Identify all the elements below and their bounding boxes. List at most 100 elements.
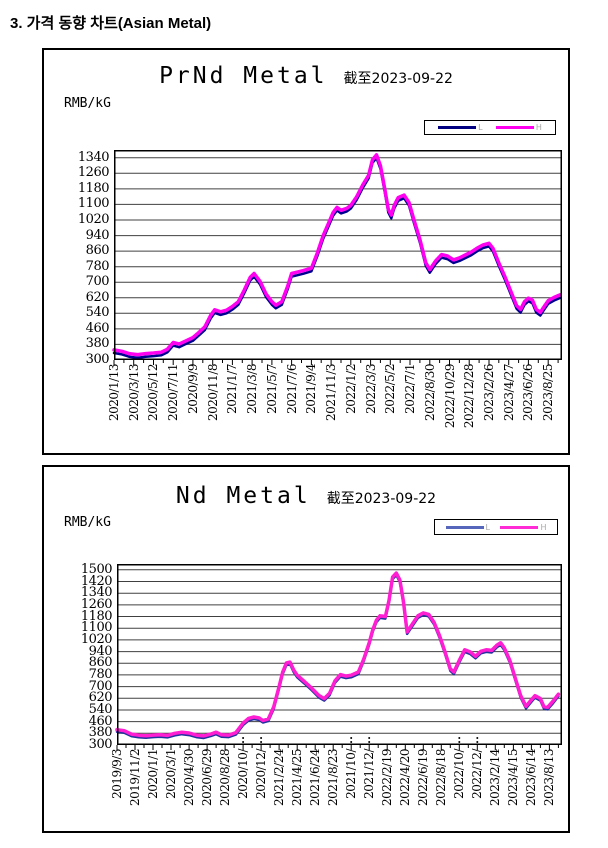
y-axis-tick-label: 300 — [85, 352, 110, 367]
x-axis-tick-label: 2020/6/29 — [200, 749, 215, 807]
y-axis-tick-label: 620 — [85, 289, 110, 305]
x-axis-tick-label: 2022/8/30 — [422, 364, 437, 422]
x-axis-tick-label: 2022/1/2 — [343, 364, 358, 414]
x-axis-tick-label: 2021/4/25 — [290, 749, 305, 807]
x-axis-tick-label: 2022/12/ — [470, 749, 485, 799]
plot-svg — [112, 150, 562, 365]
y-axis-tick-label: 1340 — [77, 149, 110, 165]
legend-label-l: L — [478, 123, 483, 132]
series-l-line — [115, 573, 560, 740]
x-axis-tick-label: 2020/9/9 — [185, 364, 200, 414]
legend-entry-l: L — [438, 123, 483, 132]
legend-entry-l: L — [445, 522, 490, 532]
y-axis-tick-label: 1100 — [77, 196, 110, 212]
x-axis-tick-label: 2020/5/12 — [146, 364, 161, 422]
chart-asof-label: 截至2023-09-22 — [326, 491, 437, 507]
y-axis-unit-label: RMB/kG — [64, 96, 111, 111]
x-axis-tick-label: 2020/7/11 — [166, 364, 181, 422]
x-axis-tick-label: 2021/7/6 — [284, 364, 299, 414]
y-axis-tick-label: 1180 — [77, 180, 110, 196]
series-h-line — [115, 571, 561, 738]
y-axis-tick-label: 780 — [85, 258, 110, 274]
x-axis-tick-label: 2022/5/2 — [383, 364, 398, 414]
chart-title: Nd Metal — [175, 483, 311, 509]
x-axis-tick-label: 2022/3/3 — [363, 364, 378, 414]
x-axis-tick-label: 2019/11/2 — [128, 749, 143, 807]
y-axis-tick-label: 780 — [88, 666, 113, 682]
chart-header: Nd Metal 截至2023-09-22 — [44, 483, 568, 509]
x-axis-tick-label: 2023/8/13 — [542, 749, 557, 807]
chart-header: PrNd Metal 截至2023-09-22 — [44, 63, 568, 89]
series-h-line — [112, 153, 562, 357]
y-axis-tick-label: 1180 — [80, 608, 113, 624]
legend-entry-h: H — [500, 523, 546, 532]
x-axis-tick-label: 2022/12/28 — [462, 364, 477, 429]
x-axis-tick-label: 2020/4/30 — [182, 749, 197, 807]
x-axis-tick-label: 2022/4/20 — [398, 749, 413, 807]
y-axis-tick-label: 460 — [85, 320, 110, 336]
y-axis-tick-label: 1020 — [80, 631, 113, 647]
x-axis-tick-label: 2021/3/8 — [245, 364, 260, 414]
x-axis-tick-label: 2022/10/29 — [442, 364, 457, 429]
x-axis-tick-label: 2019/9/3 — [110, 749, 124, 799]
plot-frame — [117, 564, 562, 745]
x-axis-tick-label: 2021/2/24 — [272, 749, 287, 807]
y-axis-tick-label: 380 — [85, 336, 110, 352]
y-axis-tick-label: 940 — [85, 227, 110, 243]
legend-entry-h: H — [495, 123, 542, 132]
page-title: 3. 가격 동향 차트(Asian Metal) — [10, 15, 212, 32]
chart-title: PrNd Metal — [159, 63, 328, 89]
x-axis-tick-label: 2023/6/14 — [524, 749, 539, 807]
x-axis-tick-label: 2021/5/7 — [264, 364, 279, 414]
x-axis-tick-label: 2022/6/19 — [416, 749, 431, 807]
legend-label-h: H — [540, 522, 547, 532]
x-axis-tick-label: 2020/8/28 — [218, 749, 233, 807]
x-axis-tick-label: 2020/3/13 — [126, 364, 141, 422]
x-axis-tick-label: 2023/4/15 — [506, 749, 521, 807]
x-axis-tick-label: 2020/1/13 — [107, 364, 121, 422]
y-axis-tick-label: 380 — [88, 725, 113, 741]
y-axis-tick-label: 700 — [85, 274, 110, 290]
x-axis-tick-label: 2022/10/ — [452, 749, 467, 799]
legend-label-l: L — [485, 522, 490, 532]
plot-frame — [114, 150, 562, 360]
y-axis-tick-label: 1260 — [80, 596, 113, 612]
y-axis-tick-label: 860 — [88, 655, 113, 671]
y-axis-tick-label: 860 — [85, 243, 110, 259]
legend-label-h: H — [535, 123, 542, 132]
x-axis-tick-label: 2020/1/1 — [146, 749, 161, 799]
x-axis-tick-label: 2021/12/ — [362, 749, 377, 799]
legend-line-l — [445, 525, 484, 529]
x-axis-tick-label: 2020/10/ — [236, 749, 251, 799]
y-axis-tick-label: 700 — [88, 678, 113, 694]
y-axis-tick-label: 1420 — [80, 573, 113, 589]
x-axis-tick-label: 2023/8/25 — [541, 364, 556, 422]
y-axis-tick-label: 540 — [88, 701, 113, 717]
y-axis-tick-label: 300 — [88, 737, 113, 752]
x-axis-tick-label: 2022/2/19 — [380, 749, 395, 807]
x-axis-tick-label: 2021/1/7 — [225, 364, 240, 414]
y-axis-tick-label: 1500 — [80, 561, 113, 577]
plot-area — [112, 150, 562, 365]
x-axis-tick-label: 2021/10/ — [344, 749, 359, 799]
x-axis-tick-label: 2022/8/18 — [434, 749, 449, 807]
y-axis-tick-label: 1260 — [77, 165, 110, 181]
y-axis-tick-label: 540 — [85, 305, 110, 321]
y-axis-tick-label: 1340 — [80, 585, 113, 601]
legend-line-h — [500, 525, 539, 529]
y-axis-tick-label: 620 — [88, 690, 113, 706]
x-axis-tick-label: 2020/12/ — [254, 749, 269, 799]
x-axis-tick-label: 2021/6/24 — [308, 749, 323, 807]
y-axis-unit-label: RMB/kG — [64, 515, 111, 530]
x-axis-tick-label: 2023/2/26 — [481, 364, 496, 422]
legend-line-h — [495, 126, 534, 129]
legend-line-l — [438, 126, 477, 129]
y-axis-tick-label: 1020 — [77, 212, 110, 227]
y-axis-tick-label: 1100 — [80, 620, 113, 636]
x-axis-tick-label: 2023/4/27 — [501, 364, 516, 422]
x-axis-tick-label: 2022/7/1 — [403, 364, 418, 414]
